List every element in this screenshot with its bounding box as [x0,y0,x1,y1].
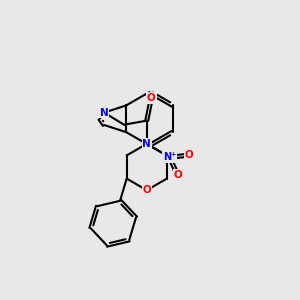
Text: O: O [173,170,182,180]
Text: O: O [142,185,151,195]
Text: O: O [185,150,194,160]
Text: N⁺: N⁺ [163,152,176,162]
Text: N: N [100,108,109,118]
Text: N: N [142,139,151,149]
Text: O: O [147,93,156,103]
